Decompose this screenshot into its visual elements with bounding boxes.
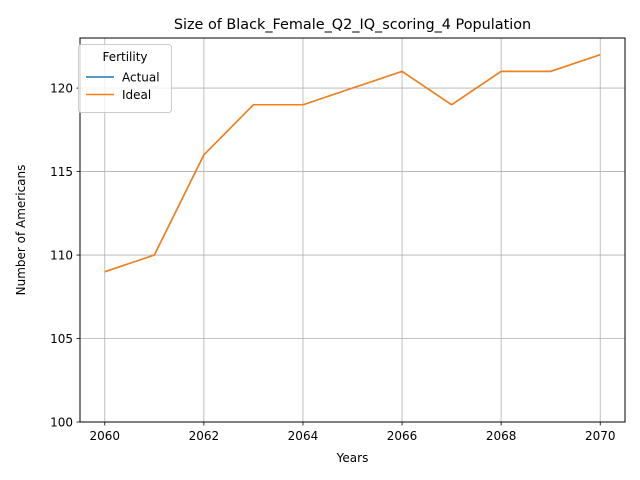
x-tick-label: 2068 (486, 429, 517, 443)
legend-box (78, 44, 172, 113)
series-layer (104, 53, 601, 273)
series-line-ideal (104, 53, 601, 273)
y-tick-label: 105 (50, 332, 73, 346)
legend-label-ideal: Ideal (122, 88, 151, 102)
y-tick-label: 120 (50, 82, 73, 96)
x-tick-label: 2064 (288, 429, 319, 443)
x-tick-label: 2060 (89, 429, 120, 443)
x-tick-label: 2070 (585, 429, 616, 443)
legend-title: Fertility (102, 50, 147, 64)
legend: Fertility Actual Ideal (78, 44, 172, 113)
y-tick-label: 100 (50, 416, 73, 430)
axis-ticks: 2060 2062 2064 2066 2068 2070 100 105 110 115 120 (50, 82, 615, 443)
chart-title: Size of Black_Female_Q2_IQ_scoring_4 Pop… (174, 17, 531, 33)
y-axis-label: Number of Americans (14, 165, 28, 296)
plot-frame (79, 37, 626, 423)
x-tick-label: 2066 (387, 429, 418, 443)
x-tick-label: 2062 (189, 429, 220, 443)
y-tick-label: 110 (50, 249, 73, 263)
x-axis-label: Years (336, 451, 369, 465)
legend-label-actual: Actual (122, 71, 160, 85)
y-tick-label: 115 (50, 165, 73, 179)
